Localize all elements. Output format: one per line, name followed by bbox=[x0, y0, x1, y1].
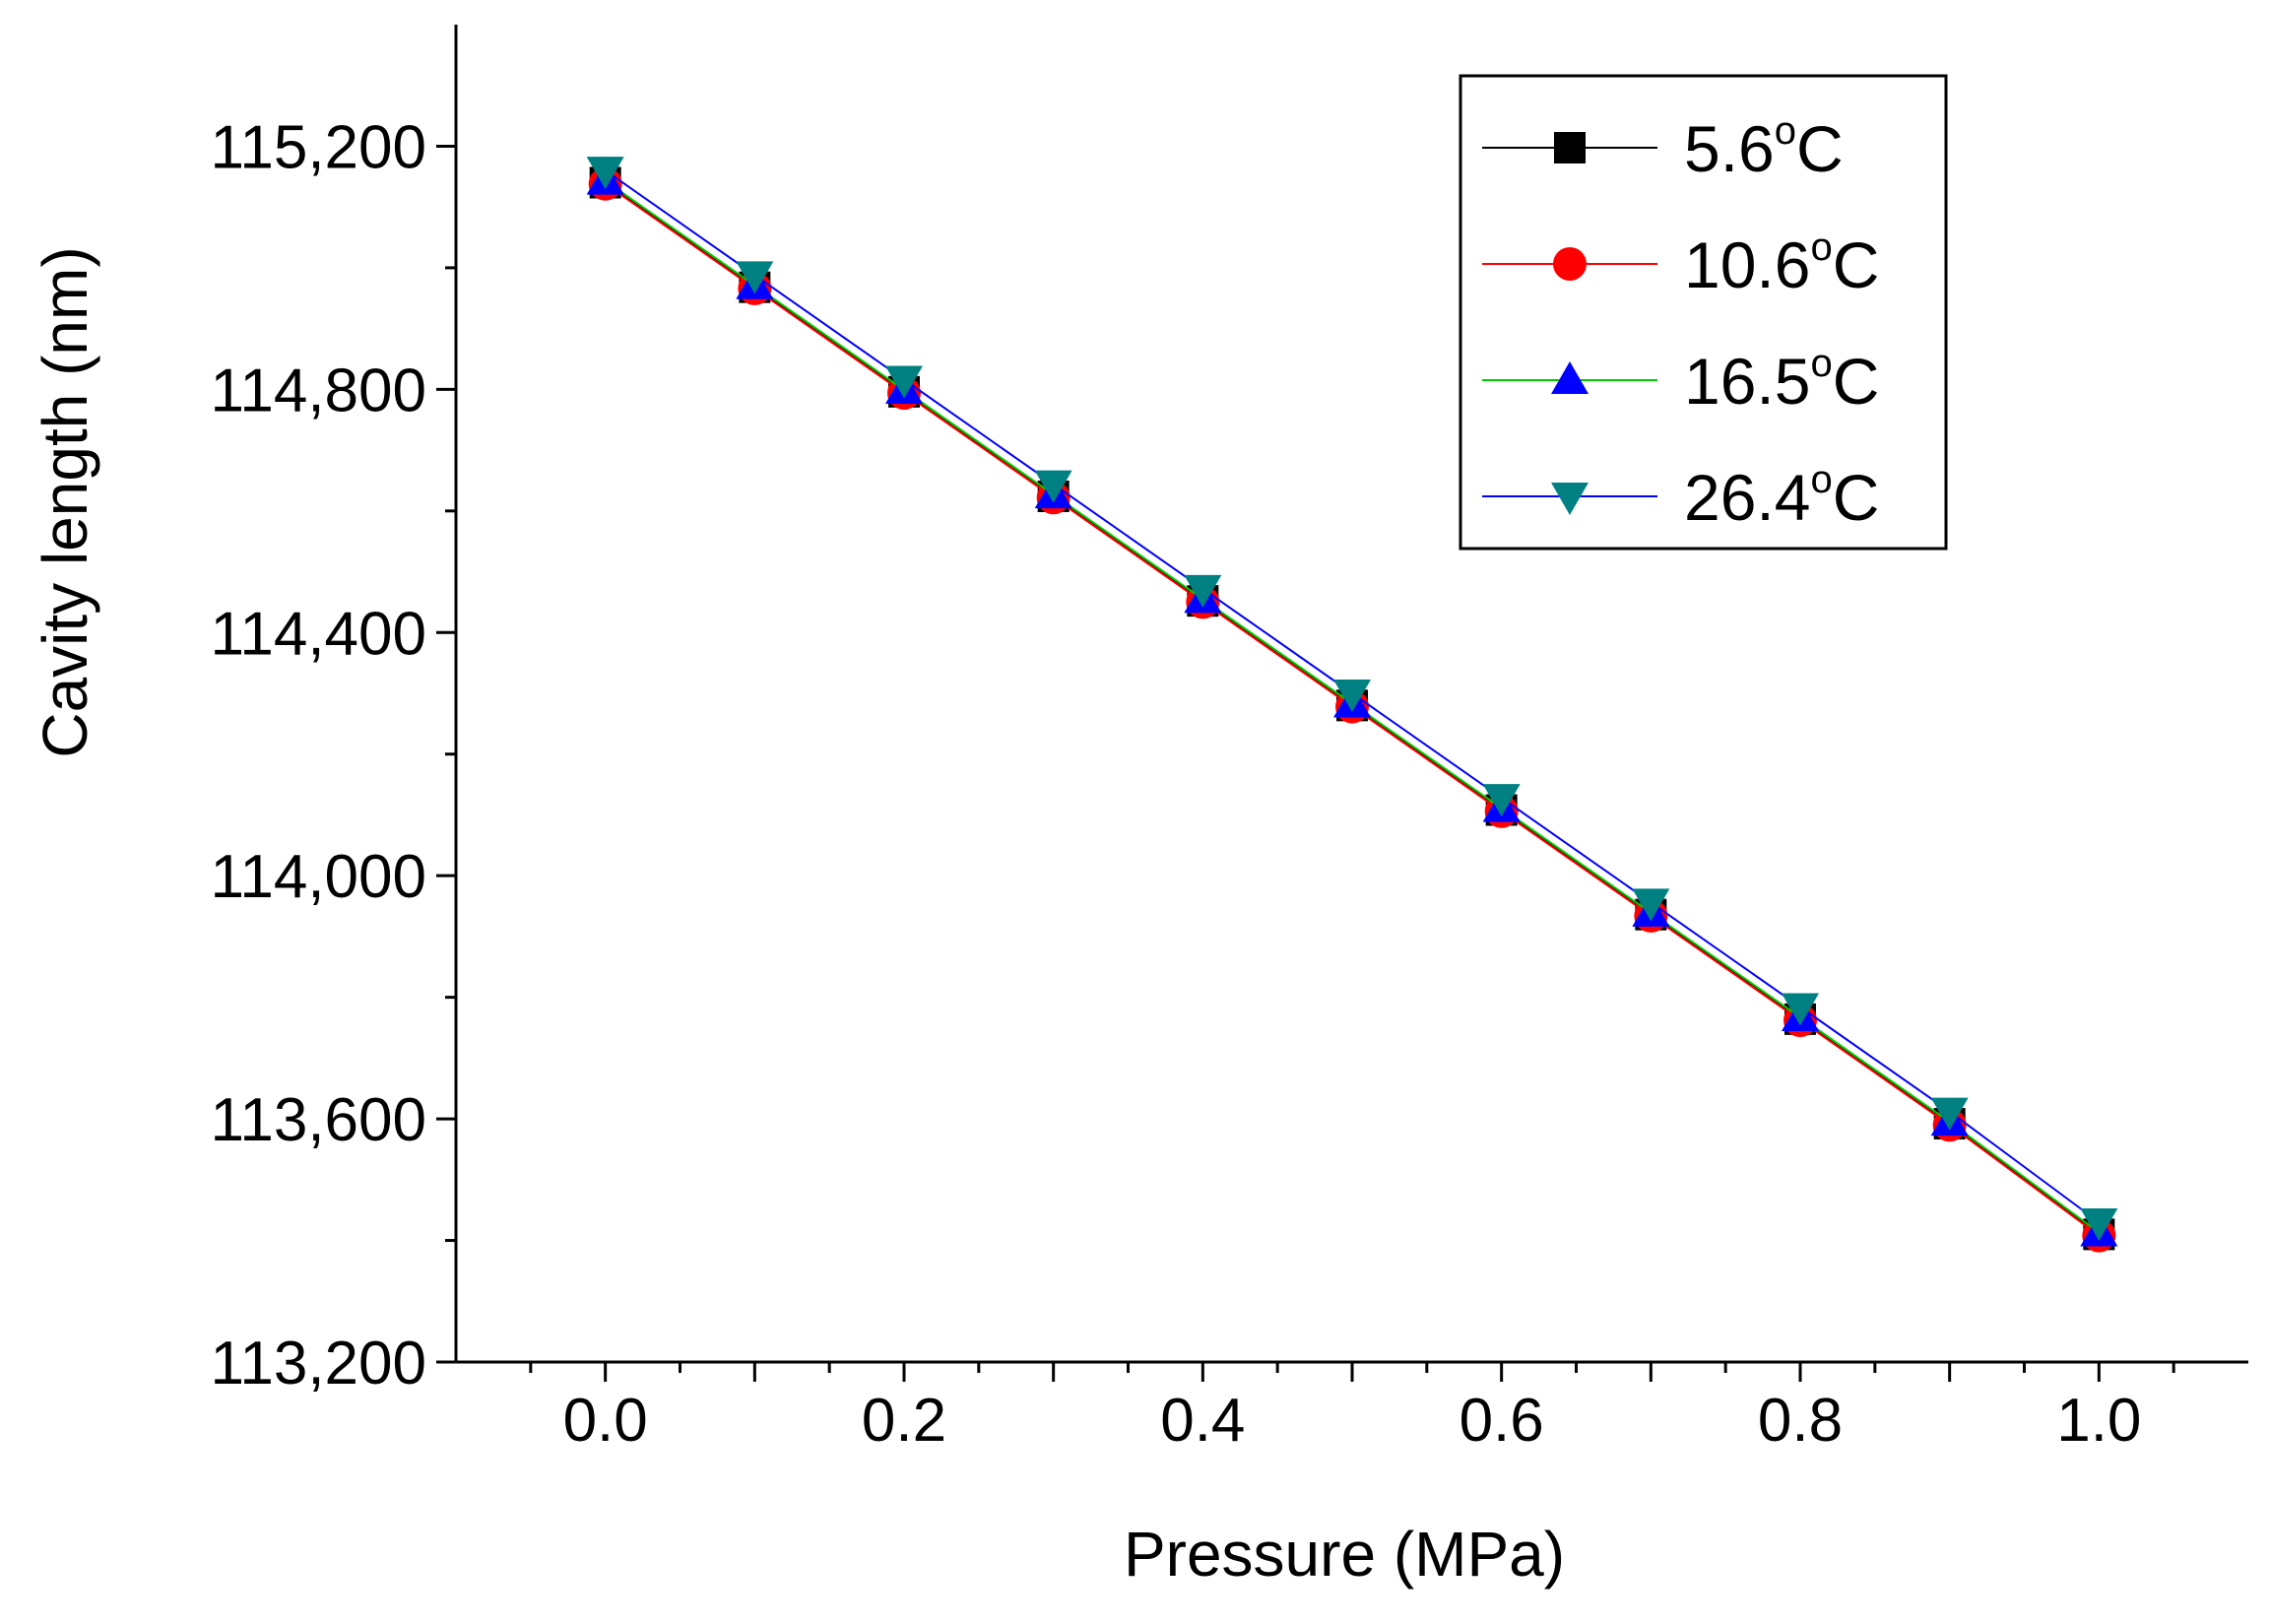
data-point bbox=[2080, 1208, 2118, 1242]
legend-label: 5.6oC bbox=[1684, 109, 1844, 185]
x-tick-label: 0.2 bbox=[862, 1387, 946, 1455]
legend-marker bbox=[1554, 132, 1586, 163]
legend-label: 10.6oC bbox=[1684, 226, 1879, 301]
legend-item-3: 16.5oC bbox=[1482, 342, 1879, 418]
legend-label: 16.5oC bbox=[1684, 342, 1879, 418]
data-point bbox=[1333, 680, 1371, 712]
x-tick-label: 0.4 bbox=[1160, 1387, 1245, 1455]
x-tick-label: 0.0 bbox=[563, 1387, 648, 1455]
y-tick-label: 114,400 bbox=[210, 600, 426, 668]
axes: 0.0 0.2 0.4 0.6 0.8 1.0 113,200 113,600 114,000 1… bbox=[210, 25, 2248, 1455]
data-point bbox=[1184, 574, 1222, 608]
series-4 bbox=[586, 157, 2118, 1242]
data-point bbox=[1482, 784, 1521, 817]
legend-item-4: 26.4oC bbox=[1482, 458, 1879, 534]
data-point bbox=[586, 157, 624, 190]
legend-marker bbox=[1553, 247, 1587, 281]
data-point bbox=[1930, 1097, 1969, 1131]
data-point bbox=[736, 261, 774, 294]
x-tick-label: 1.0 bbox=[2056, 1387, 2141, 1455]
data-point bbox=[1782, 993, 1819, 1026]
data-point bbox=[1632, 888, 1670, 922]
y-tick-label: 113,600 bbox=[210, 1086, 426, 1154]
y-tick-label: 114,800 bbox=[210, 357, 426, 424]
data-point bbox=[885, 365, 923, 399]
y-tick-label: 115,200 bbox=[210, 113, 426, 181]
legend-item-2: 10.6oC bbox=[1482, 226, 1879, 301]
x-axis-label: Pressure (MPa) bbox=[1124, 1519, 1565, 1590]
x-tick-label: 0.6 bbox=[1459, 1387, 1544, 1455]
legend-marker bbox=[1551, 483, 1589, 515]
x-tick-label: 0.8 bbox=[1758, 1387, 1843, 1455]
data-point bbox=[1034, 470, 1072, 503]
legend-marker bbox=[1551, 361, 1589, 394]
series-layer bbox=[586, 157, 2118, 1253]
y-axis-label: Cavity length (nm) bbox=[30, 246, 100, 757]
legend: 5.6oC 10.6oC 16.5oC 26.4oC bbox=[1459, 74, 1948, 551]
y-tick-label: 114,000 bbox=[210, 843, 426, 911]
legend-box bbox=[1459, 74, 1948, 551]
legend-item-1: 5.6oC bbox=[1482, 109, 1844, 185]
legend-label: 26.4oC bbox=[1684, 458, 1879, 534]
y-tick-label: 113,200 bbox=[210, 1330, 426, 1397]
